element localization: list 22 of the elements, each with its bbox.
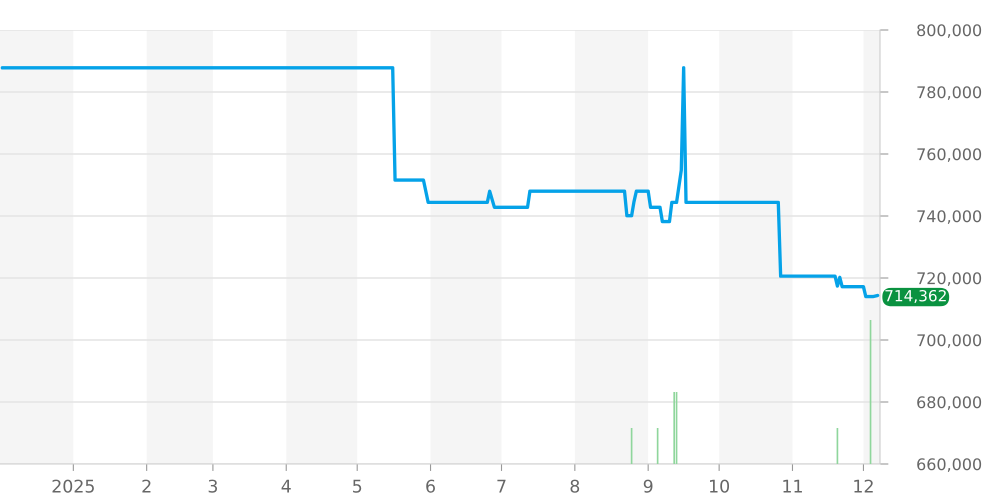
x-tick-label: 2 [142,480,150,492]
x-tick-label: 4 [282,480,291,492]
data-label: 714,362 [885,290,946,304]
x-tick-label: 5 [353,480,362,493]
x-tick-label: 7 [497,480,506,492]
x-tick-label: 3 [208,480,218,493]
x-tick-label: 6 [426,480,435,493]
y-tick-label: 740,000 [917,210,982,224]
y-tick-label: 760,000 [917,148,982,162]
y-tick-label: 660,000 [917,458,982,472]
x-tick-label: 10 [710,480,730,493]
y-tick-label: 780,000 [917,86,982,100]
x-tick-label: 9 [644,480,652,493]
x-tick-label: 2025 [52,480,94,493]
x-tick-label: 12 [854,480,873,492]
y-tick-label: 680,000 [917,396,982,410]
y-tick-label: 720,000 [917,272,982,286]
y-tick-label: 700,000 [917,334,982,348]
line-series [0,66,880,298]
x-tick-label: 8 [570,480,580,493]
x-tick-label: 11 [783,480,802,492]
y-tick-label: 800,000 [917,24,982,38]
